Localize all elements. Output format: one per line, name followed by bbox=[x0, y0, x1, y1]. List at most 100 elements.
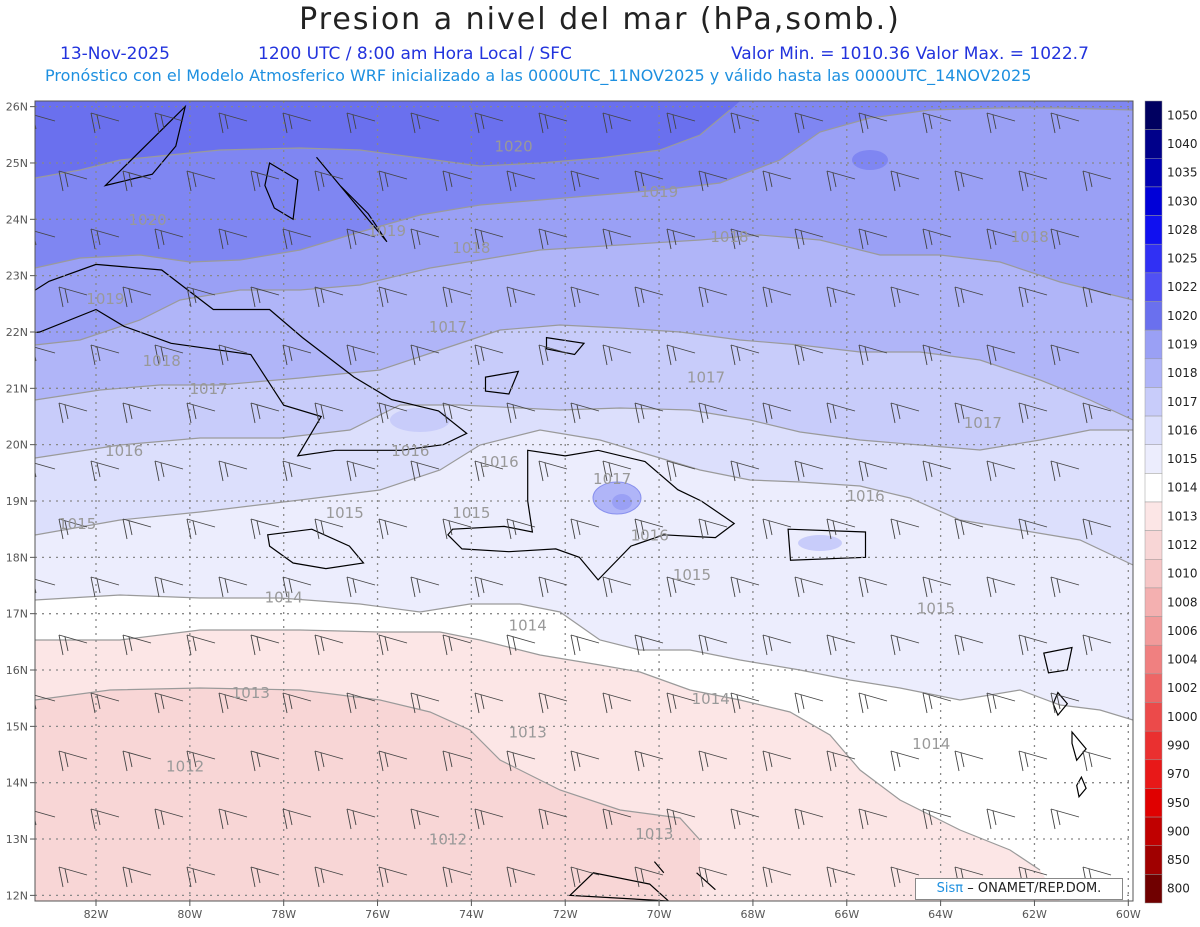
wind-barb-flag bbox=[730, 808, 736, 830]
wind-barb-flag bbox=[986, 576, 992, 598]
wind-barb-flag bbox=[800, 462, 805, 478]
wind-barb-flag bbox=[602, 112, 608, 134]
wind-barb bbox=[218, 344, 248, 366]
wind-barb-flag bbox=[992, 346, 997, 362]
wind-barb bbox=[954, 286, 984, 308]
wind-barb bbox=[634, 634, 664, 656]
wind-barb-flag bbox=[480, 810, 485, 826]
wind-barb bbox=[218, 576, 248, 598]
legend-swatch bbox=[1144, 874, 1163, 904]
wind-barb-shaft bbox=[826, 518, 856, 528]
wind-barb-shaft bbox=[1082, 286, 1112, 296]
wind-barb-shaft bbox=[122, 518, 152, 528]
wind-barb bbox=[1018, 750, 1048, 772]
wind-barb-flag bbox=[1088, 404, 1093, 420]
wind-barb bbox=[698, 518, 728, 540]
wind-barb-flag bbox=[832, 404, 837, 420]
wind-barb-flag bbox=[192, 868, 197, 884]
wind-barb-flag bbox=[474, 692, 480, 714]
wind-barb-flag bbox=[634, 170, 640, 192]
wind-barb bbox=[58, 866, 88, 888]
jamaica-coast bbox=[267, 528, 365, 570]
legend-swatch bbox=[1144, 501, 1163, 531]
wind-barb bbox=[1018, 402, 1048, 424]
wind-barb bbox=[122, 634, 152, 656]
wind-barb-shaft bbox=[986, 344, 1016, 354]
wind-barb-flag bbox=[864, 578, 869, 594]
wind-barb bbox=[250, 170, 280, 192]
isobar-1016 bbox=[35, 404, 1133, 459]
wind-barb bbox=[1050, 692, 1080, 714]
wind-barb-shaft bbox=[474, 808, 504, 818]
wind-barb-shaft bbox=[986, 112, 1016, 122]
wind-barb-flag bbox=[416, 578, 421, 594]
wind-barb-flag bbox=[346, 808, 352, 830]
wind-barb bbox=[58, 170, 88, 192]
wind-barb-shaft bbox=[314, 518, 344, 528]
wind-barb bbox=[90, 344, 120, 366]
wind-barb-flag bbox=[154, 576, 160, 598]
wind-barb-flag bbox=[890, 750, 896, 772]
wind-barb-flag bbox=[224, 230, 229, 246]
wind-barb bbox=[410, 692, 440, 714]
wind-barb-flag bbox=[570, 634, 576, 656]
wind-barb bbox=[698, 750, 728, 772]
wind-barb-flag bbox=[282, 576, 288, 598]
wind-barb-shaft bbox=[122, 402, 152, 412]
wind-barb-flag bbox=[1082, 402, 1088, 424]
wind-barb-flag bbox=[762, 866, 768, 888]
high-cell-puerto-rico bbox=[798, 535, 842, 551]
wind-barb bbox=[154, 808, 184, 830]
wind-barb-flag bbox=[154, 808, 160, 830]
wind-barb bbox=[986, 228, 1016, 250]
wind-barb-flag bbox=[192, 520, 197, 536]
wind-barb bbox=[506, 402, 536, 424]
wind-barb-flag bbox=[224, 810, 229, 826]
longitude-label: 78W bbox=[271, 908, 296, 921]
wind-barb-flag bbox=[122, 634, 128, 656]
wind-barb-flag bbox=[698, 750, 704, 772]
wind-barb-shaft bbox=[634, 634, 664, 644]
wind-barb-shaft bbox=[154, 228, 184, 238]
latitude-label: 18N bbox=[6, 551, 28, 564]
wind-barb-flag bbox=[576, 288, 581, 304]
wind-barb-flag bbox=[384, 404, 389, 420]
wind-barb-flag bbox=[634, 866, 640, 888]
wind-barb-flag bbox=[346, 576, 352, 598]
wind-barb-shaft bbox=[378, 866, 408, 876]
map-title: Presion a nivel del mar (hPa,somb.) bbox=[299, 2, 901, 37]
wind-barb-shaft bbox=[986, 692, 1016, 702]
latitude-label: 13N bbox=[6, 833, 28, 846]
wind-barb-flag bbox=[1050, 460, 1056, 482]
wind-barb bbox=[186, 866, 216, 888]
wind-barb-shaft bbox=[1082, 750, 1112, 760]
latitude-label: 14N bbox=[6, 777, 28, 790]
wind-barb bbox=[346, 344, 376, 366]
wind-barb-shaft bbox=[122, 866, 152, 876]
wind-barb-shaft bbox=[378, 518, 408, 528]
wind-barb-shaft bbox=[730, 576, 760, 586]
wind-barb bbox=[890, 866, 920, 888]
wind-barb-shaft bbox=[538, 112, 568, 122]
forecast-date: 13-Nov-2025 bbox=[60, 44, 170, 64]
hispaniola-coast bbox=[447, 449, 736, 581]
wind-barb-shaft bbox=[378, 750, 408, 760]
wind-barb-shaft bbox=[218, 228, 248, 238]
legend-swatch bbox=[1144, 473, 1163, 503]
wind-barb-flag bbox=[858, 808, 864, 830]
wind-barb bbox=[314, 866, 344, 888]
wind-barb bbox=[154, 460, 184, 482]
wind-barb-flag bbox=[480, 462, 485, 478]
wind-barb-shaft bbox=[378, 402, 408, 412]
legend-swatch bbox=[1144, 329, 1163, 360]
isobar-label: 1018 bbox=[1011, 228, 1049, 246]
legend-label: 1040 bbox=[1167, 137, 1198, 151]
wind-barb-flag bbox=[826, 402, 832, 424]
wind-barb-flag bbox=[576, 404, 581, 420]
wind-barb-flag bbox=[730, 112, 736, 134]
wind-barb-shaft bbox=[570, 518, 600, 528]
wind-barb-shaft bbox=[890, 170, 920, 180]
wind-barb-flag bbox=[544, 230, 549, 246]
wind-barb-flag bbox=[704, 636, 709, 652]
wind-barb-flag bbox=[864, 694, 869, 710]
